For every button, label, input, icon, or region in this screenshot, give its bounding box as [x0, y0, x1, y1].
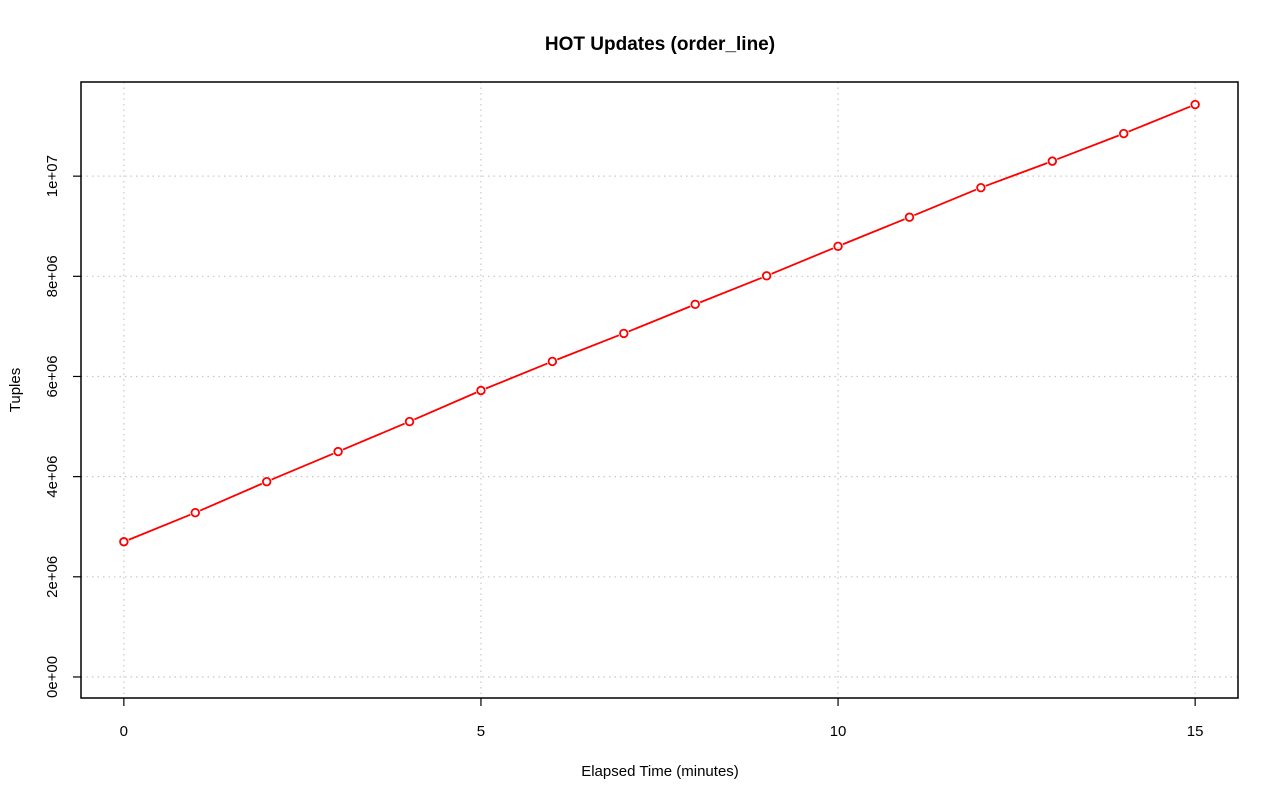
series-line-segment	[1128, 105, 1191, 133]
data-point	[619, 328, 629, 339]
y-tick-label: 8e+06	[44, 255, 61, 297]
series-line-segment	[628, 305, 691, 333]
x-tick-label: 0	[120, 723, 128, 740]
series-line-segment	[414, 391, 477, 421]
y-tick-label: 4e+06	[44, 456, 61, 498]
data-point	[1119, 128, 1129, 139]
grid	[81, 82, 1238, 698]
data-point	[190, 507, 200, 518]
x-tick-label: 10	[830, 723, 847, 740]
series-line-segment	[271, 452, 334, 481]
y-tick-label: 0e+00	[44, 656, 61, 698]
data-point	[976, 182, 986, 193]
data-point	[1047, 156, 1058, 166]
series-line-segment	[342, 422, 405, 451]
series-line-segment	[128, 513, 191, 541]
x-tick-label: 5	[477, 723, 485, 740]
series	[119, 99, 1200, 547]
y-tick-label: 2e+06	[44, 556, 61, 598]
x-tick-label: 15	[1187, 723, 1204, 740]
series-line-segment	[914, 188, 977, 217]
data-point	[404, 416, 415, 427]
data-point	[547, 356, 558, 367]
series-line-segment	[699, 276, 763, 304]
series-line-segment	[985, 162, 1048, 187]
data-point	[904, 212, 915, 222]
y-tick-label: 1e+07	[44, 155, 61, 197]
plot-frame	[80, 81, 1239, 699]
chart-title: HOT Updates (order_line)	[545, 34, 775, 55]
series-line-segment	[199, 482, 263, 512]
series-line-segment	[771, 247, 834, 275]
series-line-segment	[485, 362, 548, 390]
data-point	[761, 271, 772, 281]
x-axis-label: Elapsed Time (minutes)	[581, 763, 739, 780]
data-point	[261, 476, 272, 487]
series-line-segment	[1056, 134, 1120, 161]
axis-ticks: 0 5 10 15 0e+00 2e+06 4e+06 6e+06 8e+06 1e+07	[44, 155, 1203, 740]
series-line-segment	[842, 218, 905, 246]
data-point	[833, 241, 843, 251]
y-tick-label: 6e+06	[44, 355, 61, 397]
data-point	[333, 446, 343, 457]
data-point	[1190, 99, 1200, 110]
y-axis-label: Tuples	[7, 368, 24, 412]
data-point	[476, 385, 486, 396]
data-point	[690, 299, 700, 310]
data-point	[119, 537, 129, 547]
series-line-segment	[556, 334, 620, 361]
